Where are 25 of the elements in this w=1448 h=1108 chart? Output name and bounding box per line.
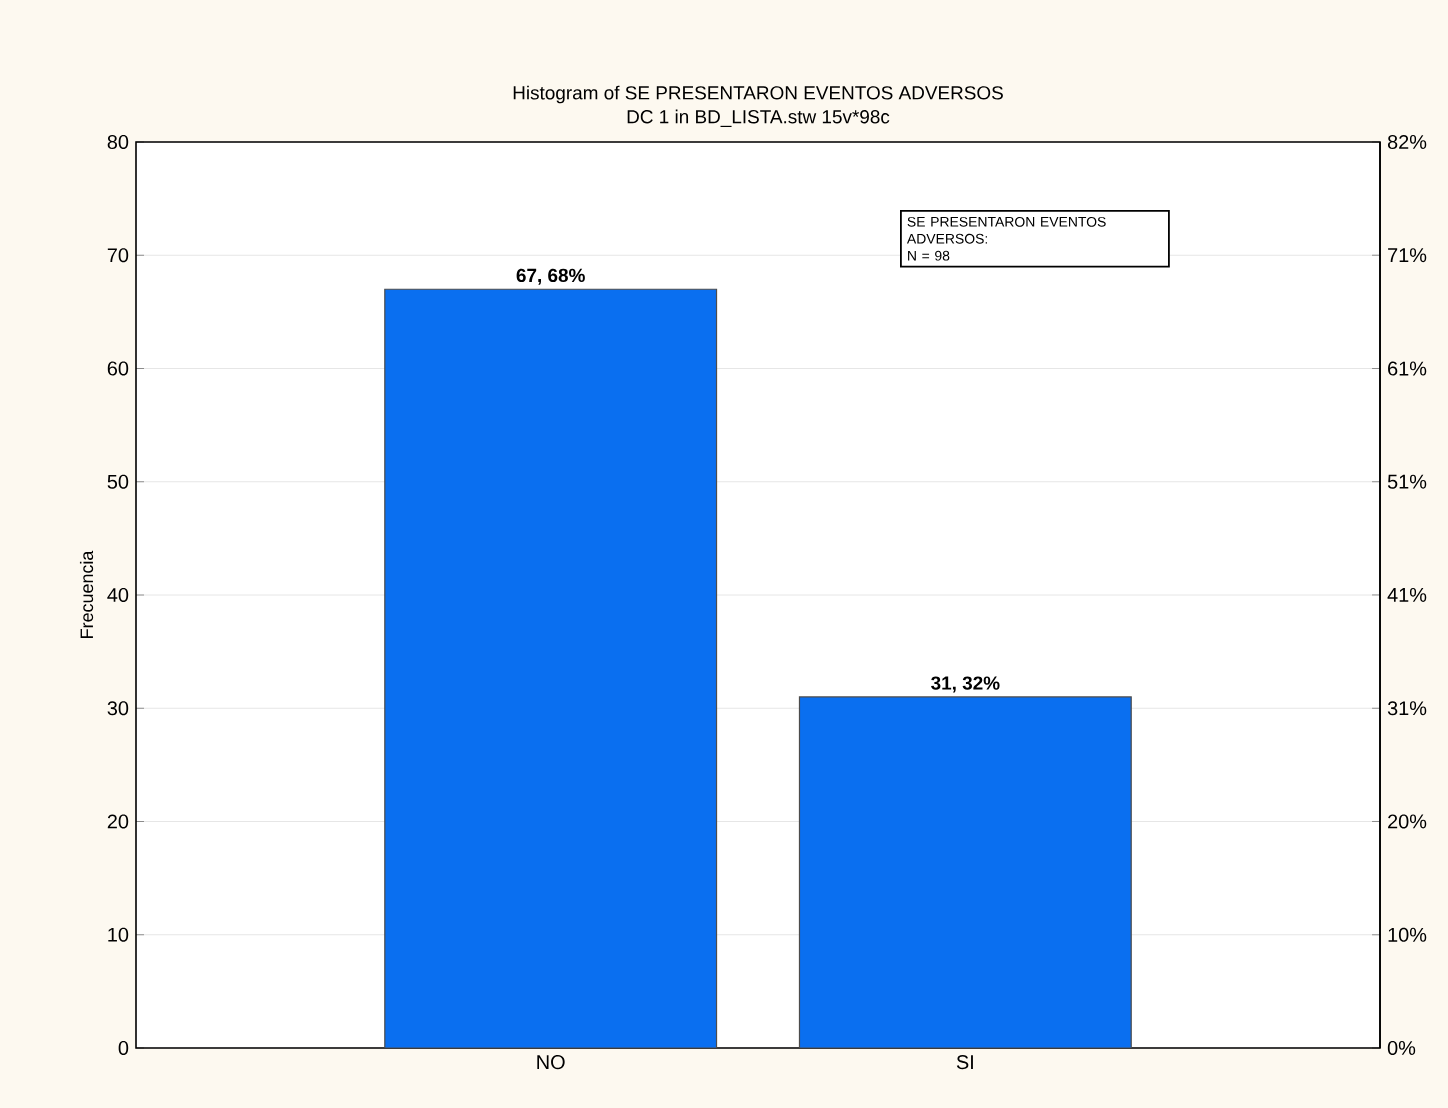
- x-tick-label: SI: [956, 1055, 973, 1070]
- chart-title: Histogram of SE PRESENTARON EVENTOS ADVERSOS: [513, 85, 1003, 104]
- chart-subtitle: DC 1 in BD_LISTA.stw 15v*98c: [627, 109, 890, 127]
- y-tick-label: 20: [107, 814, 129, 829]
- y-tick-label: 10: [108, 927, 129, 942]
- x-tick-label: NO: [537, 1055, 565, 1070]
- y2-tick-label: 10%: [1388, 927, 1427, 942]
- y2-tick-label: 71%: [1388, 248, 1427, 263]
- y-tick-label: 60: [107, 361, 129, 376]
- data-label: 31, 32%: [931, 676, 1000, 693]
- y-tick-label: 40: [107, 587, 129, 603]
- y-tick-label: 50: [107, 474, 129, 489]
- y-tick-label: 0: [118, 1040, 129, 1056]
- y-axis-title: Frecuencia: [79, 550, 94, 638]
- y2-tick-label: 82%: [1387, 134, 1427, 150]
- y2-tick-label: 61%: [1388, 361, 1427, 376]
- y-tick-label: 80: [107, 134, 129, 150]
- y2-tick-label: 20%: [1388, 814, 1427, 829]
- y2-tick-label: 51%: [1387, 474, 1427, 489]
- y2-tick-label: 0%: [1387, 1040, 1416, 1056]
- y2-tick-label: 31%: [1387, 701, 1427, 716]
- y-tick-label: 70: [107, 248, 129, 263]
- y-tick-label: 30: [107, 701, 129, 716]
- data-label: 67, 68%: [516, 268, 585, 285]
- y2-tick-label: 41%: [1387, 587, 1427, 602]
